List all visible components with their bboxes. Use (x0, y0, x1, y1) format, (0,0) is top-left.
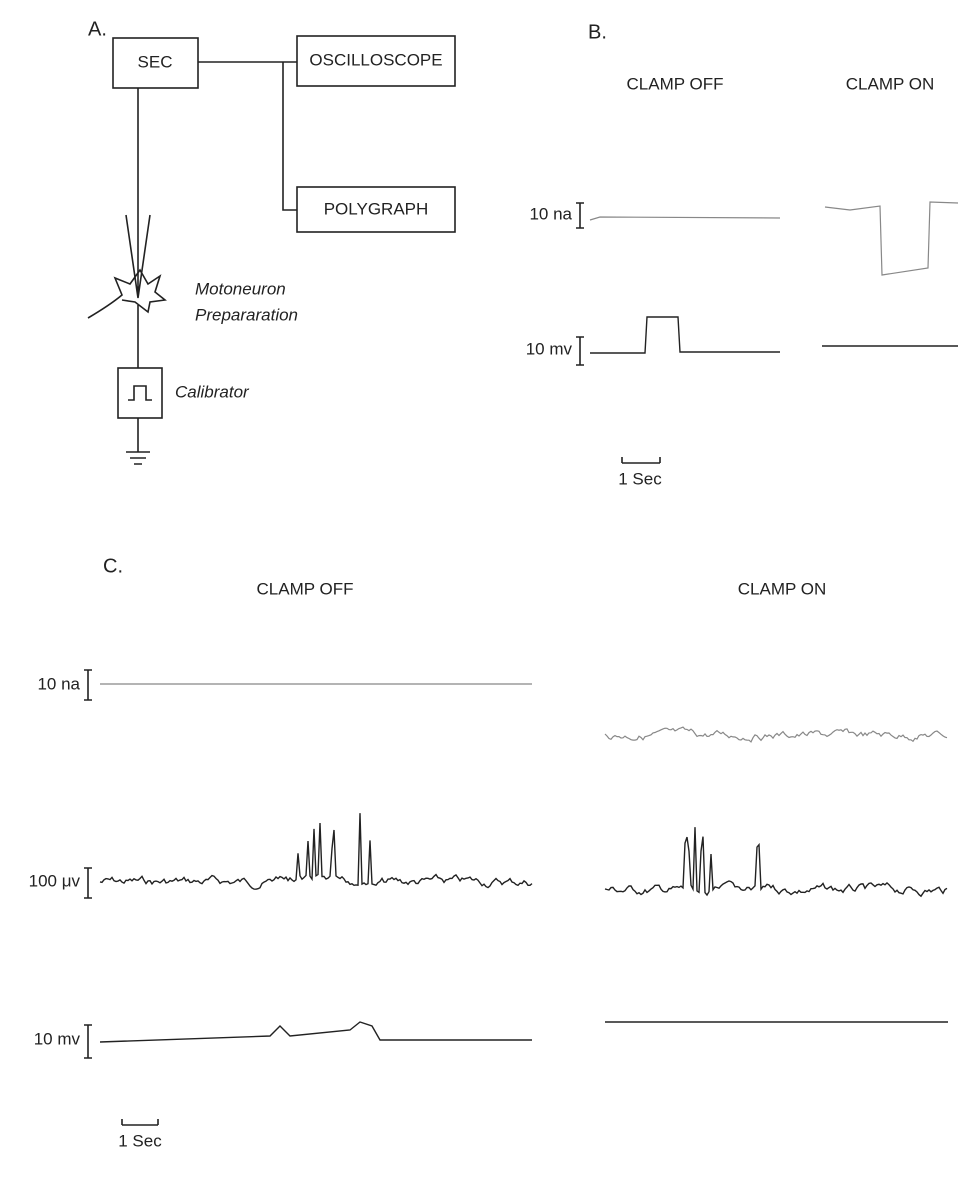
scale-label: 10 mv (34, 1029, 81, 1048)
time-label: 1 Sec (618, 469, 662, 488)
column-title: CLAMP OFF (257, 579, 354, 598)
column-title: CLAMP OFF (627, 74, 724, 93)
trace (605, 727, 947, 742)
column-title: CLAMP ON (846, 74, 935, 93)
scale-label: 10 na (37, 674, 80, 693)
scale-bar (576, 203, 584, 228)
time-bar (122, 1119, 158, 1125)
box (118, 368, 162, 418)
pulse-icon (128, 386, 152, 400)
neuron (88, 270, 165, 318)
panel-label: B. (588, 21, 607, 43)
wire (126, 305, 150, 464)
wire (126, 62, 297, 298)
scale-label: 100 μv (29, 871, 81, 890)
time-bar (622, 457, 660, 463)
scale-bar (576, 337, 584, 365)
scale-bar (84, 1025, 92, 1058)
trace (590, 217, 780, 220)
trace (825, 202, 958, 275)
box-label: SEC (138, 52, 173, 71)
trace (590, 317, 780, 353)
scale-label: 10 na (529, 204, 572, 223)
preparation-label: Motoneuron (195, 279, 286, 298)
scale-bar (84, 868, 92, 898)
calibrator-label: Calibrator (175, 382, 250, 401)
time-label: 1 Sec (118, 1131, 162, 1150)
scale-label: 10 mv (526, 339, 573, 358)
trace (605, 827, 947, 896)
panel-label: A. (88, 18, 107, 40)
preparation-label: Prepararation (195, 305, 298, 324)
panel-label: C. (103, 555, 123, 577)
box-label: OSCILLOSCOPE (309, 50, 442, 69)
scale-bar (84, 670, 92, 700)
trace (100, 1022, 532, 1042)
column-title: CLAMP ON (738, 579, 827, 598)
box-label: POLYGRAPH (324, 199, 429, 218)
figure: A. SEC OSCILLOSCOPE POLYGRAPH Motoneuron… (0, 0, 958, 1197)
trace (100, 813, 532, 889)
